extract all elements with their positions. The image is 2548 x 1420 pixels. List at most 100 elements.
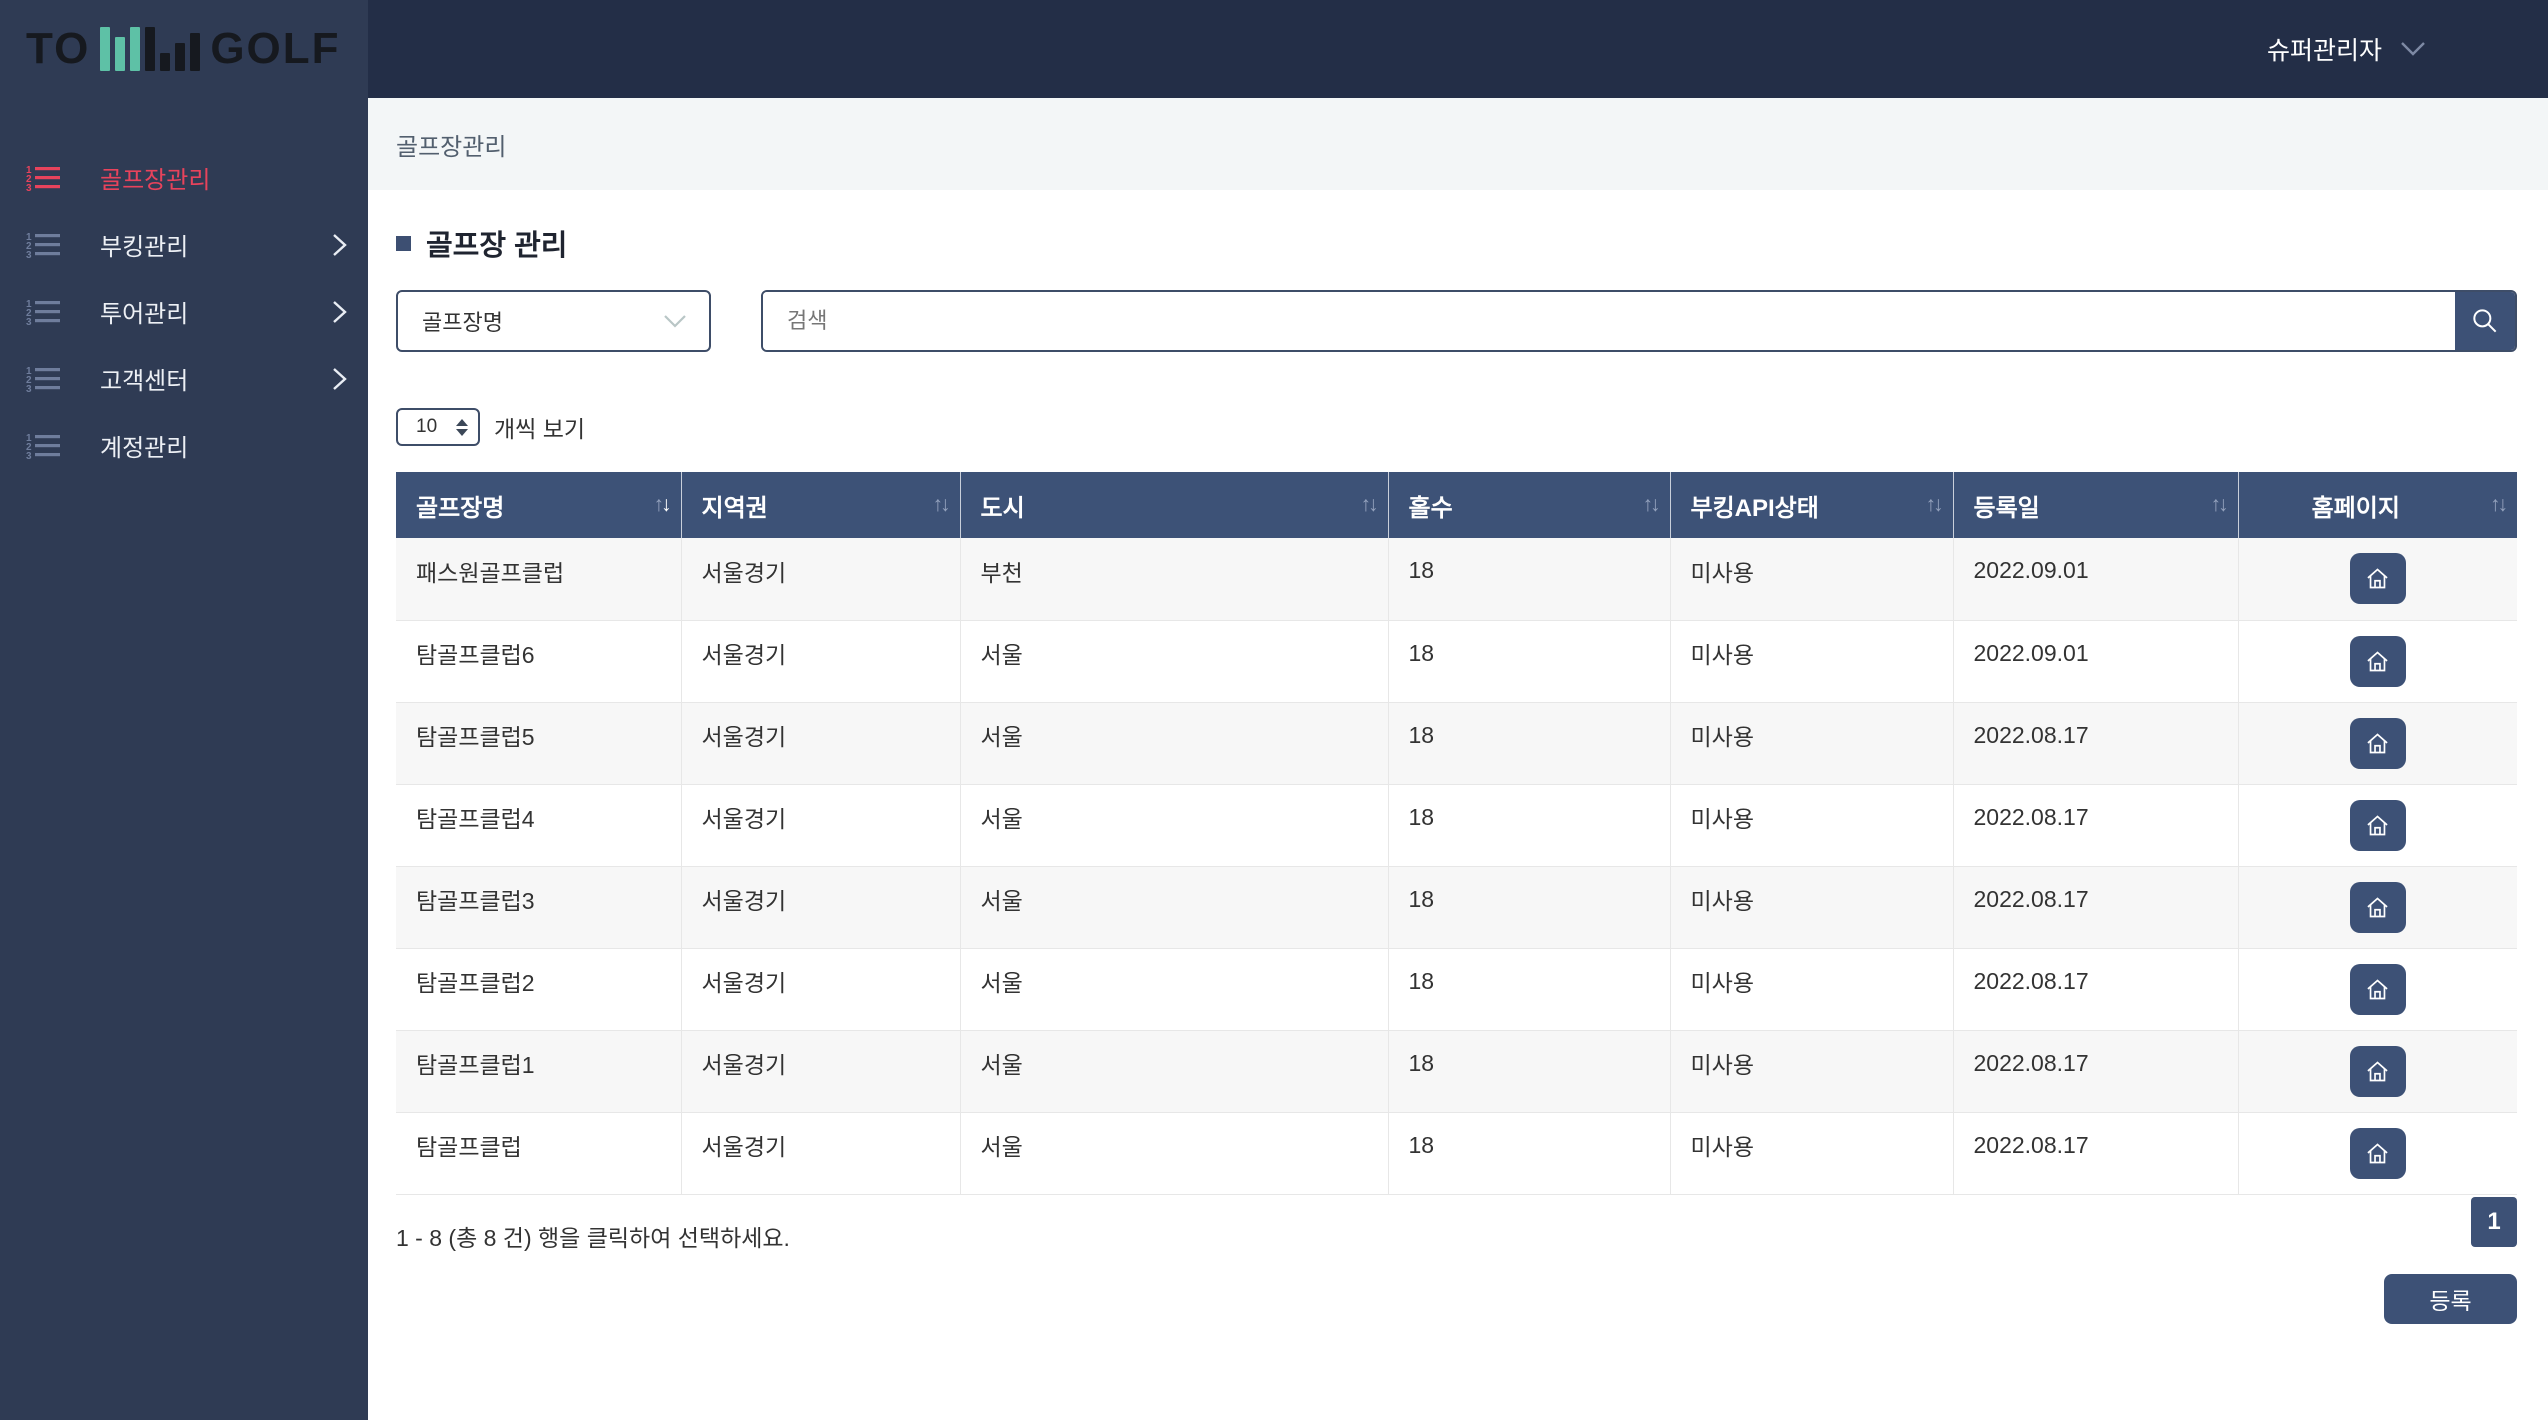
search-field-select-value: 골프장명 xyxy=(422,310,503,335)
cell-api-status: 미사용 xyxy=(1670,538,1954,621)
sort-icon: ↑↓ xyxy=(2490,493,2508,516)
homepage-button[interactable] xyxy=(2349,553,2406,605)
chevron-right-icon xyxy=(332,299,348,325)
homepage-button[interactable] xyxy=(2349,717,2406,769)
homepage-button[interactable] xyxy=(2349,881,2406,933)
cell-city: 부천 xyxy=(960,538,1389,621)
cell-region: 서울경기 xyxy=(681,1030,961,1113)
table-row[interactable]: 탐골프클럽6 서울경기 서울 18 미사용 2022.09.01 xyxy=(396,620,2517,703)
cell-name: 탐골프클럽4 xyxy=(396,784,682,867)
cell-name: 탐골프클럽 xyxy=(396,1112,682,1195)
cell-region: 서울경기 xyxy=(681,620,961,703)
cell-name: 패스원골프클럽 xyxy=(396,538,682,621)
cell-city: 서울 xyxy=(960,866,1389,949)
homepage-button[interactable] xyxy=(2349,963,2406,1015)
table-row[interactable]: 탐골프클럽 서울경기 서울 18 미사용 2022.08.17 xyxy=(396,1112,2517,1195)
sidebar-item-label: 계정관리 xyxy=(100,435,189,462)
logo-text-right: GOLF xyxy=(210,24,341,73)
cell-holes: 18 xyxy=(1388,620,1671,703)
cell-api-status: 미사용 xyxy=(1670,1030,1954,1113)
column-header-homepage[interactable]: 홈페이지 ↑↓ xyxy=(2238,472,2517,538)
svg-text:2: 2 xyxy=(26,375,32,386)
home-icon xyxy=(2364,976,2391,1003)
table-row[interactable]: 패스원골프클럽 서울경기 부천 18 미사용 2022.09.01 xyxy=(396,538,2517,621)
search-icon xyxy=(2469,305,2501,337)
svg-text:1: 1 xyxy=(26,165,32,176)
app-logo[interactable]: TO GOLF xyxy=(0,0,368,98)
homepage-button[interactable] xyxy=(2349,1045,2406,1097)
sort-icon: ↑↓ xyxy=(1360,493,1379,516)
cell-reg-date: 2022.08.17 xyxy=(1953,948,2239,1031)
svg-text:1: 1 xyxy=(26,366,32,377)
logo-bars-icon xyxy=(100,27,201,71)
homepage-button[interactable] xyxy=(2349,1127,2406,1179)
cell-api-status: 미사용 xyxy=(1670,948,1954,1031)
cell-holes: 18 xyxy=(1388,948,1671,1031)
svg-text:3: 3 xyxy=(26,451,32,460)
column-header-city[interactable]: 도시 ↑↓ xyxy=(960,472,1389,538)
table-row[interactable]: 탐골프클럽1 서울경기 서울 18 미사용 2022.08.17 xyxy=(396,1030,2517,1113)
cell-homepage xyxy=(2238,702,2517,785)
column-header-reg-date[interactable]: 등록일 ↑↓ xyxy=(1953,472,2239,538)
cell-region: 서울경기 xyxy=(681,538,961,621)
cell-api-status: 미사용 xyxy=(1670,784,1954,867)
sort-icon: ↑↓ xyxy=(653,493,672,516)
chevron-down-icon xyxy=(663,314,687,329)
cell-city: 서울 xyxy=(960,702,1389,785)
cell-region: 서울경기 xyxy=(681,784,961,867)
cell-api-status: 미사용 xyxy=(1670,620,1954,703)
search-button[interactable] xyxy=(2455,292,2515,350)
title-square-bullet xyxy=(396,235,411,251)
svg-text:3: 3 xyxy=(26,183,32,192)
home-icon xyxy=(2364,565,2391,592)
sidebar-item-label: 투어관리 xyxy=(100,301,189,328)
chevron-right-icon xyxy=(332,232,348,258)
column-header-region[interactable]: 지역권 ↑↓ xyxy=(681,472,961,538)
main-content: 골프장 관리 골프장명 10 xyxy=(368,190,2548,1420)
cell-reg-date: 2022.08.17 xyxy=(1953,784,2239,867)
register-button[interactable]: 등록 xyxy=(2384,1273,2517,1324)
table-row[interactable]: 탐골프클럽5 서울경기 서울 18 미사용 2022.08.17 xyxy=(396,702,2517,785)
search-input[interactable] xyxy=(763,292,2455,350)
table-row[interactable]: 탐골프클럽3 서울경기 서울 18 미사용 2022.08.17 xyxy=(396,866,2517,949)
cell-holes: 18 xyxy=(1388,866,1671,949)
table-header-row: 골프장명 ↑↓ 지역권 ↑↓ 도시 ↑↓ 홀수 ↑↓ 부킹API상태 ↑↓ 등록일 ↑↓ 홈… xyxy=(396,472,2517,538)
cell-name: 탐골프클럽6 xyxy=(396,620,682,703)
column-header-holes[interactable]: 홀수 ↑↓ xyxy=(1388,472,1671,538)
table-row[interactable]: 탐골프클럽4 서울경기 서울 18 미사용 2022.08.17 xyxy=(396,784,2517,867)
home-icon xyxy=(2364,1140,2391,1167)
breadcrumb: 골프장관리 xyxy=(396,133,507,161)
pagination-page-1-button[interactable]: 1 xyxy=(2471,1196,2517,1247)
column-header-booking-api-status[interactable]: 부킹API상태 ↑↓ xyxy=(1670,472,1954,538)
homepage-button[interactable] xyxy=(2349,799,2406,851)
cell-homepage xyxy=(2238,1030,2517,1113)
svg-text:2: 2 xyxy=(26,442,32,453)
home-icon xyxy=(2364,894,2391,921)
cell-reg-date: 2022.08.17 xyxy=(1953,1112,2239,1195)
svg-text:3: 3 xyxy=(26,317,32,326)
breadcrumb-bar: 골프장관리 xyxy=(368,98,2548,190)
home-icon xyxy=(2364,648,2391,675)
svg-text:1: 1 xyxy=(26,232,32,243)
cell-holes: 18 xyxy=(1388,1030,1671,1113)
cell-homepage xyxy=(2238,538,2517,621)
homepage-button[interactable] xyxy=(2349,635,2406,687)
page-size-select[interactable]: 10 xyxy=(396,408,480,446)
user-menu[interactable]: 슈퍼관리자 xyxy=(2267,31,2426,67)
search-field-select[interactable]: 골프장명 xyxy=(396,290,711,352)
column-header-name[interactable]: 골프장명 ↑↓ xyxy=(396,472,682,538)
cell-homepage xyxy=(2238,620,2517,703)
cell-reg-date: 2022.08.17 xyxy=(1953,1030,2239,1113)
table-row[interactable]: 탐골프클럽2 서울경기 서울 18 미사용 2022.08.17 xyxy=(396,948,2517,1031)
